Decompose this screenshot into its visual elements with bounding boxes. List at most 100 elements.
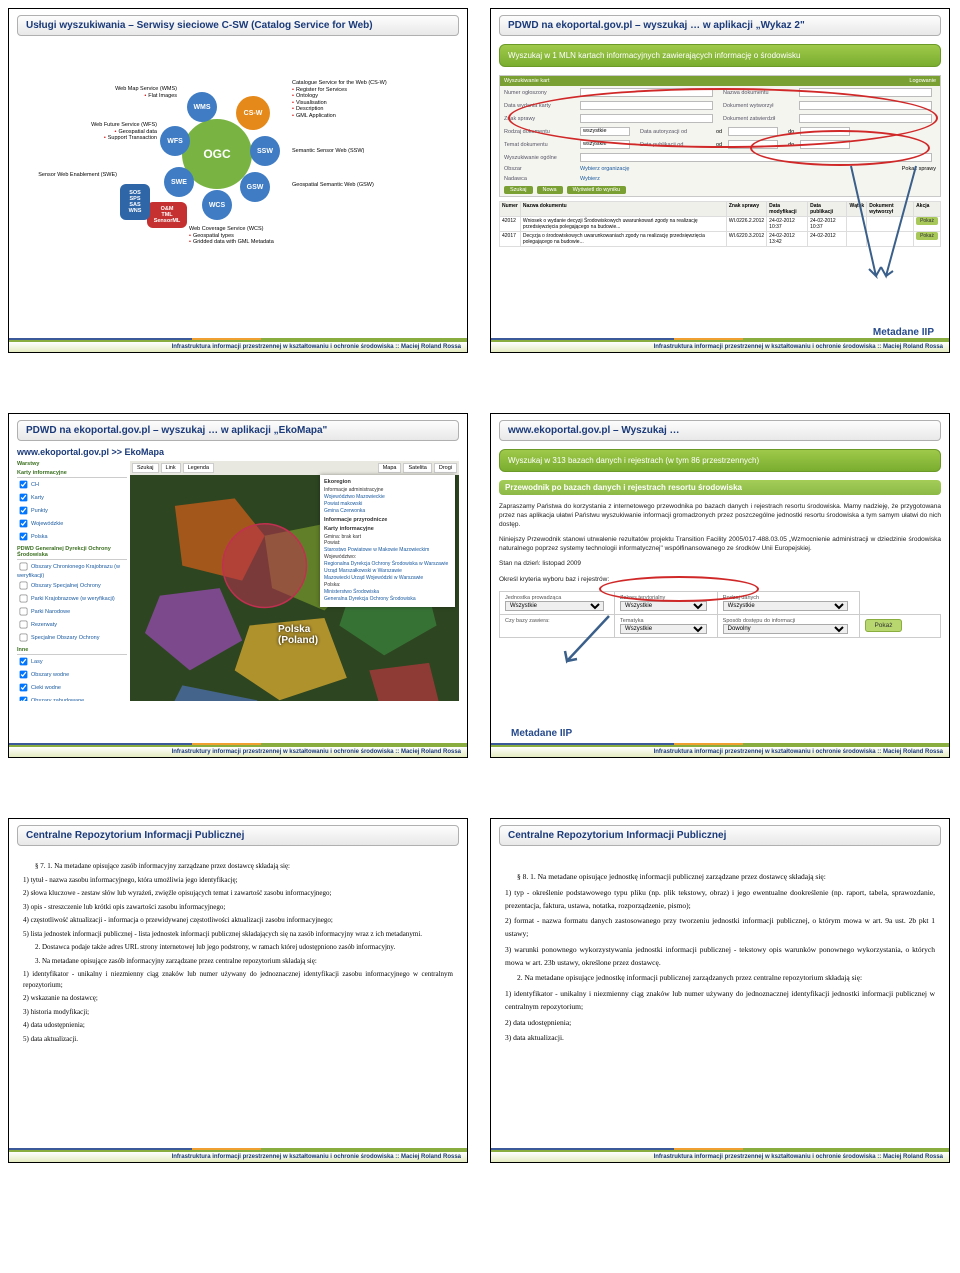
layer-checkbox[interactable]: Rezerwaty — [17, 618, 127, 631]
pokaz-button[interactable]: Pokaż — [865, 619, 901, 632]
layer-checkbox[interactable]: Wojewódzkie — [17, 517, 127, 530]
footer: Infrastruktura informacji przestrzennej … — [9, 340, 467, 352]
footer: Infrastruktura informacji przestrzennej … — [9, 1150, 467, 1162]
maptype-tab[interactable]: Satelita — [403, 463, 431, 473]
lbl: Data wydania karty — [504, 103, 574, 109]
slide-1-csw: Usługi wyszukiwania – Serwisy sieciowe C… — [8, 8, 468, 353]
layer-checkbox[interactable]: Obszary Specjalnej Ochrony — [17, 579, 127, 592]
slide2-content: Wyszukiwanie kartLogowanie Numer ogłoszo… — [491, 71, 949, 352]
label-ssw: Semantic Sensor Web (SSW) — [292, 148, 364, 155]
slide6-title: Centralne Repozytorium Informacji Public… — [499, 825, 941, 846]
input[interactable] — [580, 88, 713, 97]
select[interactable]: Wszystkie — [723, 601, 848, 611]
select[interactable]: Wszystkie — [505, 601, 604, 611]
link[interactable]: Wybierz organizację — [580, 166, 629, 172]
layer-checkbox[interactable]: Obszary wodne — [17, 668, 127, 681]
lbl: Data publikacji od — [640, 142, 710, 148]
oam-node: O&M TML SensorML — [147, 202, 187, 228]
criteria-box: Jednostka prowadzącaWszystkie Zakres ter… — [499, 591, 941, 638]
popup-link[interactable]: Powiat makowski — [324, 501, 451, 507]
sos-node: SOS SPS SAS WNS — [120, 184, 150, 220]
slide3-title: PDWD na ekoportal.gov.pl – wyszukaj … w … — [17, 420, 459, 441]
lbl: Data autoryzacji od — [640, 129, 710, 135]
map-tab[interactable]: Szukaj — [132, 463, 159, 473]
metadane-label: Metadane IIP — [873, 327, 934, 338]
label-wcs: Web Coverage Service (WCS) Geospatial ty… — [189, 226, 329, 246]
ekomapa-app: Warstwy Karty informacyjne CH Karty Punk… — [17, 461, 459, 701]
select[interactable]: Dowolny — [723, 624, 848, 634]
lbl: Dokument wytworzył — [723, 103, 793, 109]
select[interactable]: Wszystkie — [620, 601, 707, 611]
footer: Infrastruktura informacji przestrzennej … — [491, 340, 949, 352]
red-circle — [223, 524, 307, 608]
lbl: Obszar — [504, 166, 574, 172]
layer-checkbox[interactable]: Parki Krajobrazowe (w weryfikacji) — [17, 592, 127, 605]
slide4-subbar: Przewodnik po bazach danych i rejestrach… — [499, 480, 941, 495]
maptype-tab[interactable]: Drogi — [434, 463, 457, 473]
input[interactable] — [800, 127, 850, 136]
lbl: Nadawca — [504, 176, 574, 182]
link[interactable]: Wybierz — [580, 176, 600, 182]
lbl: Nazwa dokumentu — [723, 90, 793, 96]
layer-checkbox[interactable]: Obszary zabudowane — [17, 694, 127, 701]
slide2-title: PDWD na ekoportal.gov.pl – wyszukaj … w … — [499, 15, 941, 36]
layer-checkbox[interactable]: CH — [17, 478, 127, 491]
input[interactable] — [799, 101, 932, 110]
layer-checkbox[interactable]: Obszary Chronionego Krajobrazu (w weryfi… — [17, 560, 127, 579]
lbl: Numer ogłoszony — [504, 90, 574, 96]
slide1-content: OGC CS-W WMS WFS SWE WCS GSW SSW O&M TML… — [9, 40, 467, 352]
select[interactable]: Wszystkie — [620, 624, 707, 634]
search-button[interactable]: Szukaj — [504, 186, 533, 194]
input[interactable] — [799, 88, 932, 97]
para: Określ kryteria wyboru baz i rejestrów: — [499, 575, 941, 584]
legal-text: § 8. 1. Na metadane opisujące jednostkę … — [491, 850, 949, 1056]
popup-link[interactable]: Starostwo Powiatowe w Makowie Mazowiecki… — [324, 547, 451, 553]
lbl: Dokument zatwierdził — [723, 116, 793, 122]
popup-link[interactable]: Urząd Marszałkowski w Warszawie — [324, 568, 451, 574]
para: Niniejszy Przewodnik stanowi utrwalenie … — [499, 535, 941, 553]
map-tab[interactable]: Legenda — [183, 463, 214, 473]
popup-link[interactable]: Ministerstwo Środowiska — [324, 589, 451, 595]
layer-checkbox[interactable]: Polska — [17, 530, 127, 543]
input[interactable] — [580, 114, 713, 123]
layer-checkbox[interactable]: Lasy — [17, 655, 127, 668]
ssw-node: SSW — [250, 136, 280, 166]
sf-head-right[interactable]: Logowanie — [909, 78, 936, 84]
layer-checkbox[interactable]: Karty — [17, 491, 127, 504]
layer-checkbox[interactable]: Parki Narodowe — [17, 605, 127, 618]
select[interactable]: wszystkie — [580, 140, 630, 149]
map-canvas[interactable]: Szukaj Link Legenda Mapa Satelita Drogi … — [130, 461, 459, 701]
layer-checkbox[interactable]: Specjalne Obszary Ochrony — [17, 631, 127, 644]
input[interactable] — [728, 127, 778, 136]
input[interactable] — [799, 114, 932, 123]
select[interactable]: wszystkie — [580, 127, 630, 136]
input[interactable] — [580, 101, 713, 110]
popup-link[interactable]: Generalna Dyrekcja Ochrony Środowiska — [324, 596, 451, 602]
layer-checkbox[interactable]: Cieki wodne — [17, 681, 127, 694]
arrow-2 — [871, 161, 931, 291]
layers-sidebar: Warstwy Karty informacyjne CH Karty Punk… — [17, 461, 127, 701]
wms-node: WMS — [187, 92, 217, 122]
popup-link[interactable]: Gmina Czerwonka — [324, 508, 451, 514]
popup-link[interactable]: Regionalna Dyrekcja Ochrony Środowiska w… — [324, 561, 451, 567]
popup-link[interactable]: Województwo Mazowieckie — [324, 494, 451, 500]
label-wfs: Web Future Service (WFS) Geospatial data… — [57, 122, 157, 142]
csw-node: CS-W — [236, 96, 270, 130]
input[interactable] — [728, 140, 778, 149]
footer: Infrastruktura informacji przestrzennej … — [491, 1150, 949, 1162]
footer: Infrastruktury informacji przestrzennej … — [9, 745, 467, 757]
para: Stan na dzień: listopad 2009 — [499, 559, 941, 568]
show-button[interactable]: Wyświetl do wyniku — [567, 186, 627, 194]
maptype-tab[interactable]: Mapa — [378, 463, 402, 473]
input[interactable] — [800, 140, 850, 149]
metadane-label: Metadane IIP — [511, 728, 572, 739]
layer-checkbox[interactable]: Punkty — [17, 504, 127, 517]
label-gsw: Geospatial Semantic Web (GSW) — [292, 182, 374, 189]
new-button[interactable]: Nowa — [537, 186, 563, 194]
slide2-banner: Wyszukaj w 1 MLN kartach informacyjnych … — [499, 44, 941, 67]
map-tab[interactable]: Link — [161, 463, 181, 473]
popup-link[interactable]: Mazowiecki Urząd Wojewódzki w Warszawie — [324, 575, 451, 581]
lbl: Temat dokumentu — [504, 142, 574, 148]
ogc-diagram: OGC CS-W WMS WFS SWE WCS GSW SSW O&M TML… — [17, 44, 459, 284]
slide4-title: www.ekoportal.gov.pl – Wyszukaj … — [499, 420, 941, 441]
